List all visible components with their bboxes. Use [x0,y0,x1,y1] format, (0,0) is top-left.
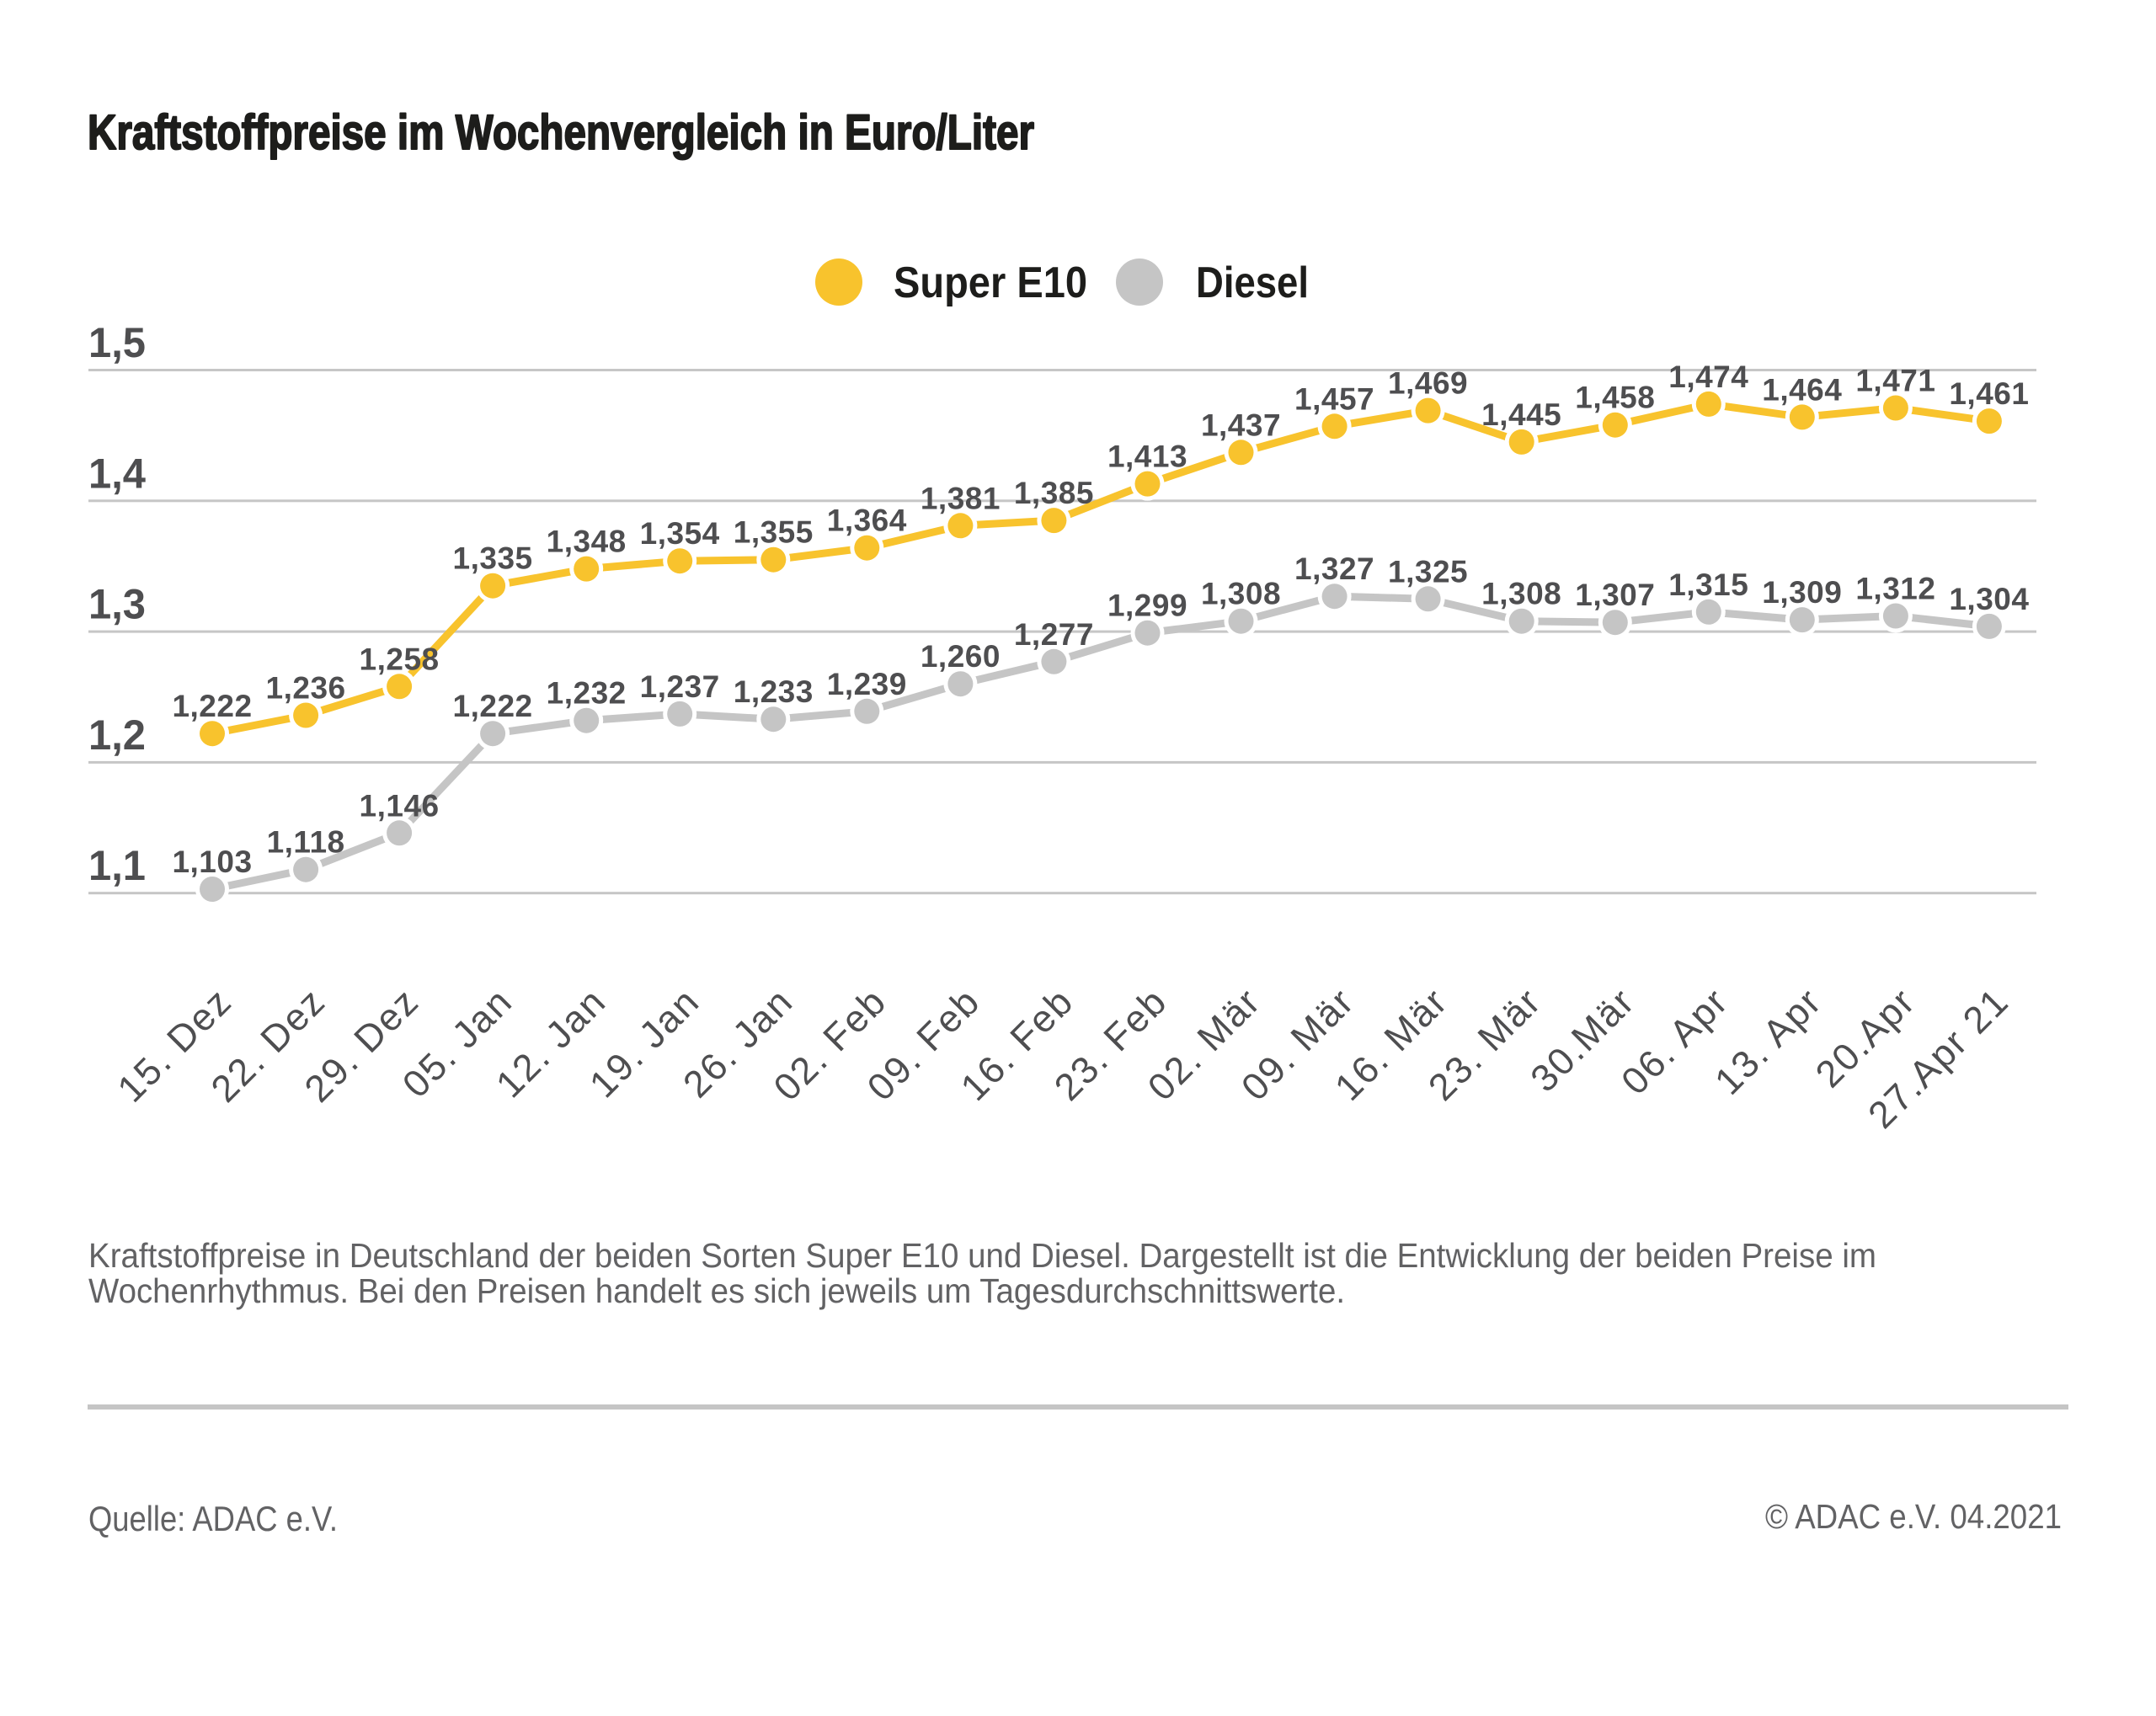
svg-text:1,327: 1,327 [1294,552,1374,586]
svg-text:1,222: 1,222 [172,689,252,723]
svg-text:1,471: 1,471 [1855,364,1935,398]
svg-text:1,474: 1,474 [1668,360,1748,394]
svg-text:1,146: 1,146 [360,788,440,823]
svg-text:1,232: 1,232 [547,676,627,711]
svg-text:1,437: 1,437 [1201,408,1281,442]
svg-text:1,312: 1,312 [1855,572,1935,606]
svg-text:1,309: 1,309 [1762,575,1842,610]
svg-text:1,464: 1,464 [1762,372,1842,407]
svg-text:1,461: 1,461 [1949,376,2029,411]
svg-text:1,237: 1,237 [640,669,720,704]
svg-text:1,364: 1,364 [827,504,907,538]
svg-text:Kraftstoffpreise in Deutschlan: Kraftstoffpreise in Deutschland der beid… [88,1236,1876,1275]
svg-text:Kraftstoffpreise im Wochenverg: Kraftstoffpreise im Wochenvergleich in E… [88,105,1034,160]
svg-text:1,5: 1,5 [88,319,146,366]
svg-text:1,348: 1,348 [547,525,627,559]
svg-text:1,307: 1,307 [1575,578,1655,612]
svg-text:1,222: 1,222 [453,689,533,723]
svg-text:1,385: 1,385 [1014,476,1094,510]
svg-text:Quelle: ADAC e.V.: Quelle: ADAC e.V. [88,1499,338,1538]
svg-text:1,354: 1,354 [640,516,720,551]
svg-text:1,457: 1,457 [1294,381,1374,416]
svg-text:Wochenrhythmus. Bei den Preise: Wochenrhythmus. Bei den Preisen handelt … [88,1271,1345,1310]
svg-text:1,458: 1,458 [1575,381,1655,415]
svg-text:Diesel: Diesel [1196,258,1309,307]
svg-text:1,3: 1,3 [88,581,146,628]
svg-text:1,239: 1,239 [827,667,907,701]
svg-text:1,469: 1,469 [1388,366,1468,401]
svg-text:1,308: 1,308 [1201,577,1281,611]
svg-text:1,258: 1,258 [360,642,440,676]
svg-text:1,304: 1,304 [1949,582,2029,616]
svg-text:1,335: 1,335 [453,541,533,576]
svg-text:1,103: 1,103 [172,845,252,879]
svg-text:1,381: 1,381 [921,481,1001,515]
svg-text:1,315: 1,315 [1668,568,1748,602]
svg-text:1,233: 1,233 [734,674,814,709]
svg-text:1,4: 1,4 [88,450,146,497]
svg-text:1,118: 1,118 [267,825,345,860]
svg-text:1,236: 1,236 [266,671,346,706]
svg-text:1,277: 1,277 [1014,617,1094,652]
svg-text:1,325: 1,325 [1388,554,1468,589]
svg-text:1,260: 1,260 [921,639,1001,674]
svg-text:1,2: 1,2 [88,711,146,759]
svg-text:1,299: 1,299 [1107,589,1187,623]
svg-text:1,413: 1,413 [1107,440,1187,474]
svg-text:1,1: 1,1 [88,842,146,889]
svg-text:1,445: 1,445 [1481,397,1561,432]
svg-text:Super E10: Super E10 [894,258,1087,307]
svg-text:1,355: 1,355 [734,515,814,550]
svg-text:1,308: 1,308 [1481,577,1561,611]
svg-text:© ADAC e.V. 04.2021: © ADAC e.V. 04.2021 [1765,1497,2062,1536]
